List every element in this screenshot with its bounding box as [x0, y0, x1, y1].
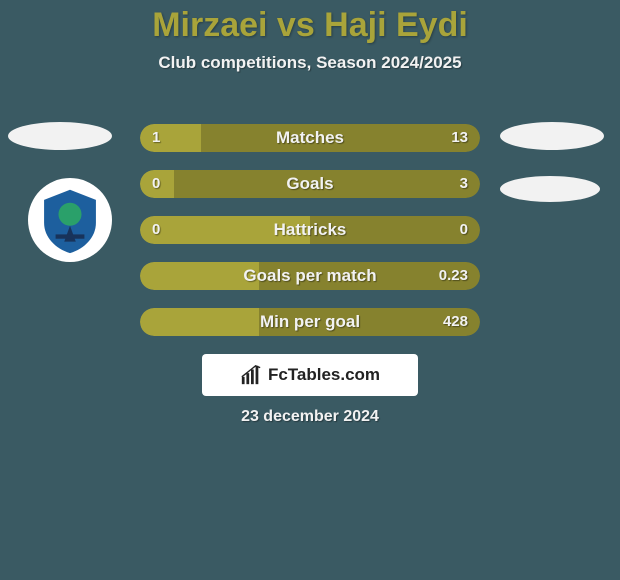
- stat-label: Goals: [140, 170, 480, 198]
- stat-value-left: 0: [152, 216, 160, 244]
- stat-value-left: 0: [152, 170, 160, 198]
- stat-row: Goals per match0.23: [140, 262, 480, 290]
- footer-date: 23 december 2024: [0, 408, 620, 426]
- stat-value-right: 428: [443, 308, 468, 336]
- stat-value-right: 0: [460, 216, 468, 244]
- stat-value-right: 0.23: [439, 262, 468, 290]
- stat-row: Goals0 3: [140, 170, 480, 198]
- page-title: Mirzaei vs Haji Eydi: [0, 0, 620, 45]
- page-subtitle: Club competitions, Season 2024/2025: [0, 53, 620, 73]
- stat-value-left: 1: [152, 124, 160, 152]
- stat-row: Min per goal428: [140, 308, 480, 336]
- chart-icon: [240, 364, 262, 386]
- comparison-infographic: Mirzaei vs Haji Eydi Club competitions, …: [0, 0, 620, 580]
- stat-value-right: 3: [460, 170, 468, 198]
- club-badge-icon: [34, 184, 106, 256]
- stat-bars: Matches113Goals03Hattricks00Goals per ma…: [140, 124, 480, 354]
- stat-label: Min per goal: [140, 308, 480, 336]
- club-badge: [28, 178, 112, 262]
- stat-row: Matches1 13: [140, 124, 480, 152]
- player-left-placeholder: [8, 122, 112, 150]
- stat-row: Hattricks0 0: [140, 216, 480, 244]
- stat-label: Hattricks: [140, 216, 480, 244]
- stat-label: Matches: [140, 124, 480, 152]
- stat-value-right: 13: [451, 124, 468, 152]
- player-right-placeholder-2: [500, 176, 600, 202]
- brand-text: FcTables.com: [268, 365, 380, 385]
- brand-badge: FcTables.com: [202, 354, 418, 396]
- stat-label: Goals per match: [140, 262, 480, 290]
- player-right-placeholder-1: [500, 122, 604, 150]
